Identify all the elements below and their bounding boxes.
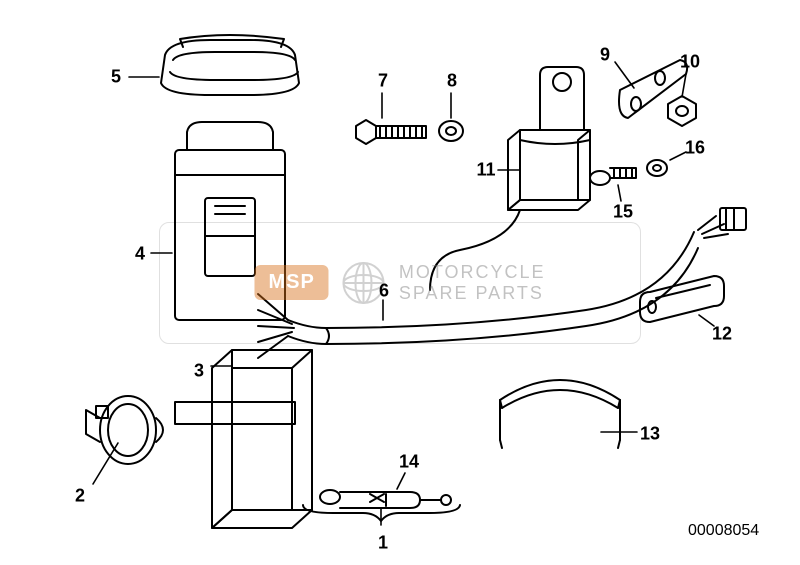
parts-diagram-svg [0, 0, 800, 565]
part-washer-16 [647, 160, 667, 176]
part-number: 00008054 [688, 522, 759, 540]
part-connector [640, 276, 724, 322]
part-relay [508, 67, 590, 210]
part-wiring-harness [258, 208, 746, 358]
part-screw-15 [590, 168, 636, 185]
part-clip [500, 380, 620, 448]
part-washer-8 [439, 121, 463, 141]
part-nut [668, 96, 696, 126]
part-diode [320, 490, 451, 508]
part-cap [161, 35, 299, 95]
part-hex-bolt [356, 120, 426, 144]
part-sleeve-box [175, 350, 312, 528]
part-clamp [86, 396, 163, 464]
part-switch-box [175, 122, 285, 320]
diagram-container: MSP MOTORCYCLE SPARE PARTS 1234567891011… [0, 0, 800, 565]
